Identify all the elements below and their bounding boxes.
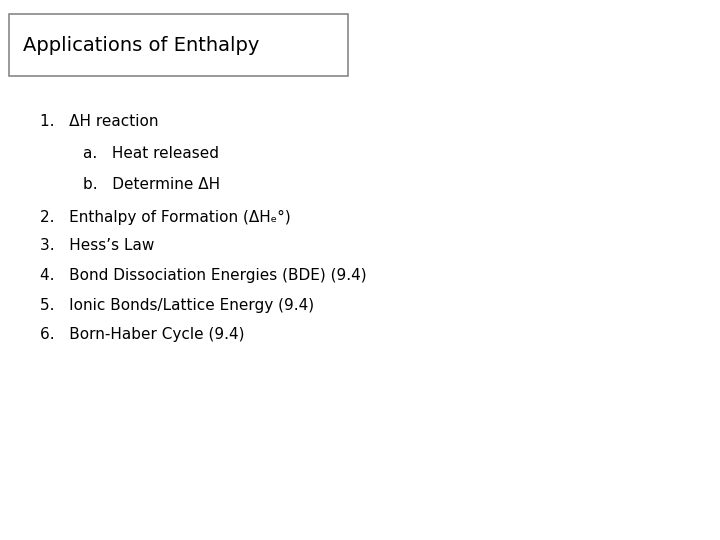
Text: 3.   Hess’s Law: 3. Hess’s Law: [40, 238, 154, 253]
Text: Applications of Enthalpy: Applications of Enthalpy: [23, 36, 259, 56]
Text: b.   Determine ΔH: b. Determine ΔH: [83, 177, 220, 192]
FancyBboxPatch shape: [9, 14, 348, 76]
Text: 4.   Bond Dissociation Energies (BDE) (9.4): 4. Bond Dissociation Energies (BDE) (9.4…: [40, 268, 366, 283]
Text: a.   Heat released: a. Heat released: [83, 146, 219, 161]
Text: 5.   Ionic Bonds/Lattice Energy (9.4): 5. Ionic Bonds/Lattice Energy (9.4): [40, 298, 314, 313]
Text: 2.   Enthalpy of Formation (ΔHₑ°): 2. Enthalpy of Formation (ΔHₑ°): [40, 210, 290, 225]
Text: 6.   Born-Haber Cycle (9.4): 6. Born-Haber Cycle (9.4): [40, 327, 244, 342]
Text: 1.   ΔH reaction: 1. ΔH reaction: [40, 114, 158, 129]
